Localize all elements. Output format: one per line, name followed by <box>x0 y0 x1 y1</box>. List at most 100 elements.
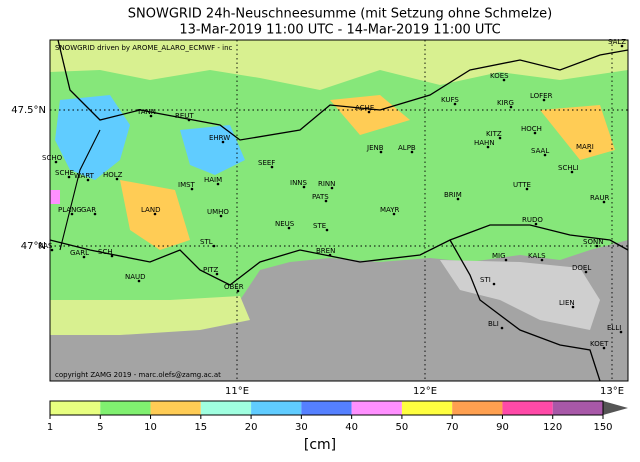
place-dot <box>325 228 329 232</box>
place-dot <box>324 199 328 203</box>
snow-area-low <box>50 40 628 90</box>
place-dot <box>486 145 490 149</box>
place-dot <box>602 200 606 204</box>
place-label: STL <box>200 238 213 246</box>
place-label: KITZ <box>486 130 502 138</box>
place-dot <box>542 98 546 102</box>
colorbar-tick-label: 50 <box>396 422 409 433</box>
place-dot <box>534 222 538 226</box>
place-dot <box>328 253 332 257</box>
place-label: WART <box>74 172 95 180</box>
place-dot <box>500 326 504 330</box>
snow-area-peak <box>50 190 60 204</box>
snow-area-high <box>180 125 245 175</box>
place-label: SEEF <box>258 159 275 167</box>
place-label: PATS <box>312 193 329 201</box>
place-label: STE <box>313 222 326 230</box>
place-dot <box>456 197 460 201</box>
subtitle: 13-Mar-2019 11:00 UTC - 14-Mar-2019 11:0… <box>179 23 500 38</box>
colorbar-tick-label: 40 <box>345 422 358 433</box>
place-label: SONN <box>583 238 603 246</box>
place-dot <box>619 330 623 334</box>
places: SALZ KOES KUFS KIRG LOFER ACHE TANN REUT EHRW KIT… <box>38 38 626 350</box>
place-label: UTTE <box>513 181 531 189</box>
place-label: NEUS <box>275 220 295 228</box>
credit: SNOWGRID driven by AROME_ALARO_ECMWF - i… <box>55 44 233 52</box>
place-label: ACHE <box>355 104 374 112</box>
place-label: PITZ <box>203 266 219 274</box>
colorbar-segment <box>502 401 553 415</box>
lon-label: 13°E <box>600 386 624 397</box>
place-label: GAR <box>81 206 96 214</box>
place-label: DOEL <box>572 264 591 272</box>
place-dot <box>453 102 457 106</box>
colorbar-segment <box>552 401 603 415</box>
place-label: UMHO <box>207 208 229 216</box>
colorbar-extend <box>603 401 628 415</box>
place-dot <box>137 279 141 283</box>
place-dot <box>215 272 219 276</box>
place-label: MIG <box>492 252 506 260</box>
place-dot <box>330 186 334 190</box>
place-dot <box>67 175 71 179</box>
place-label: HAIM <box>204 176 222 184</box>
colorbar-unit: [cm] <box>304 437 336 453</box>
place-dot <box>115 177 119 181</box>
place-label: NAUD <box>125 273 146 281</box>
place-dot <box>533 131 537 135</box>
place-label: KOET <box>590 340 609 348</box>
lon-label: 12°E <box>413 386 437 397</box>
colorbar-tick-label: 10 <box>144 422 157 433</box>
place-label: IMST <box>178 181 196 189</box>
colorbar-segment <box>50 401 101 415</box>
place-dot <box>504 258 508 262</box>
snow-area-low <box>50 296 250 335</box>
place-dot <box>595 244 599 248</box>
place-label: PLANG <box>58 206 82 214</box>
border <box>57 39 629 141</box>
place-label: INNS <box>290 179 308 187</box>
colorbar-tick-label: 70 <box>446 422 459 433</box>
colorbar-segment <box>351 401 402 415</box>
lat-label: 47°N <box>21 241 46 252</box>
lat-label: 47.5°N <box>11 105 46 116</box>
place-dot <box>50 248 54 252</box>
place-dot <box>410 150 414 154</box>
place-dot <box>620 44 624 48</box>
place-label: SCHO <box>42 154 63 162</box>
place-label: NAS <box>38 242 53 250</box>
place-label: LAND <box>141 206 160 214</box>
place-label: SCH <box>98 248 113 256</box>
place-label: JENB <box>366 144 384 152</box>
place-label: SAAL <box>531 147 549 155</box>
place-label: HOCH <box>521 125 542 133</box>
place-label: KOES <box>490 72 509 80</box>
colorbar-tick-label: 5 <box>97 422 103 433</box>
place-dot <box>570 170 574 174</box>
border <box>449 239 601 382</box>
place-label: MARI <box>576 143 594 151</box>
place-label: ALPB <box>398 144 416 152</box>
border <box>59 129 101 251</box>
place-label: KALS <box>528 252 546 260</box>
place-dot <box>219 214 223 218</box>
place-dot <box>602 346 606 350</box>
colorbar-segment <box>301 401 352 415</box>
place-dot <box>221 140 225 144</box>
place-dot <box>82 255 86 259</box>
place-dot <box>540 258 544 262</box>
colorbar-segment <box>100 401 151 415</box>
place-dot <box>525 187 529 191</box>
place-label: BRIM <box>444 191 462 199</box>
terrain-bright <box>440 260 600 330</box>
snow-area-mid <box>540 105 615 160</box>
credit: copyright ZAMG 2019 - marc.olefs@zamg.ac… <box>55 371 221 379</box>
graticule <box>50 40 628 381</box>
place-label: OBER <box>224 283 244 291</box>
place-dot <box>187 118 191 122</box>
place-label: RINN <box>318 180 335 188</box>
place-dot <box>70 212 74 216</box>
place-label: REUT <box>175 112 194 120</box>
place-label: GARL <box>70 249 89 257</box>
colorbar-segment <box>452 401 503 415</box>
